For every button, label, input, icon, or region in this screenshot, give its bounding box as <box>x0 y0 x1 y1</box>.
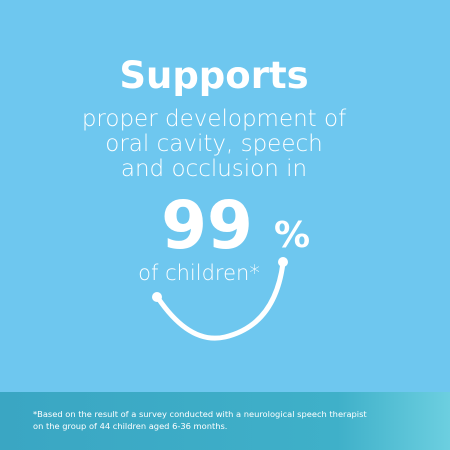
stat-unit: % <box>274 215 310 256</box>
smile-dot <box>152 292 162 302</box>
headline-line: and occlusion in <box>121 156 307 182</box>
headline-line: proper development of <box>82 106 347 132</box>
footnote-line: on the group of 44 children aged 6-36 mo… <box>33 421 227 431</box>
headline-line: oral cavity, speech <box>105 131 322 157</box>
headline-title: Supports <box>119 54 308 97</box>
footnote-line: *Based on the result of a survey conduct… <box>33 409 367 419</box>
smile-dot <box>278 257 288 267</box>
footer-band <box>0 392 450 450</box>
stat-number: 99 <box>161 187 253 264</box>
stat-caption: of children* <box>138 261 260 285</box>
smile-curve <box>155 260 286 341</box>
